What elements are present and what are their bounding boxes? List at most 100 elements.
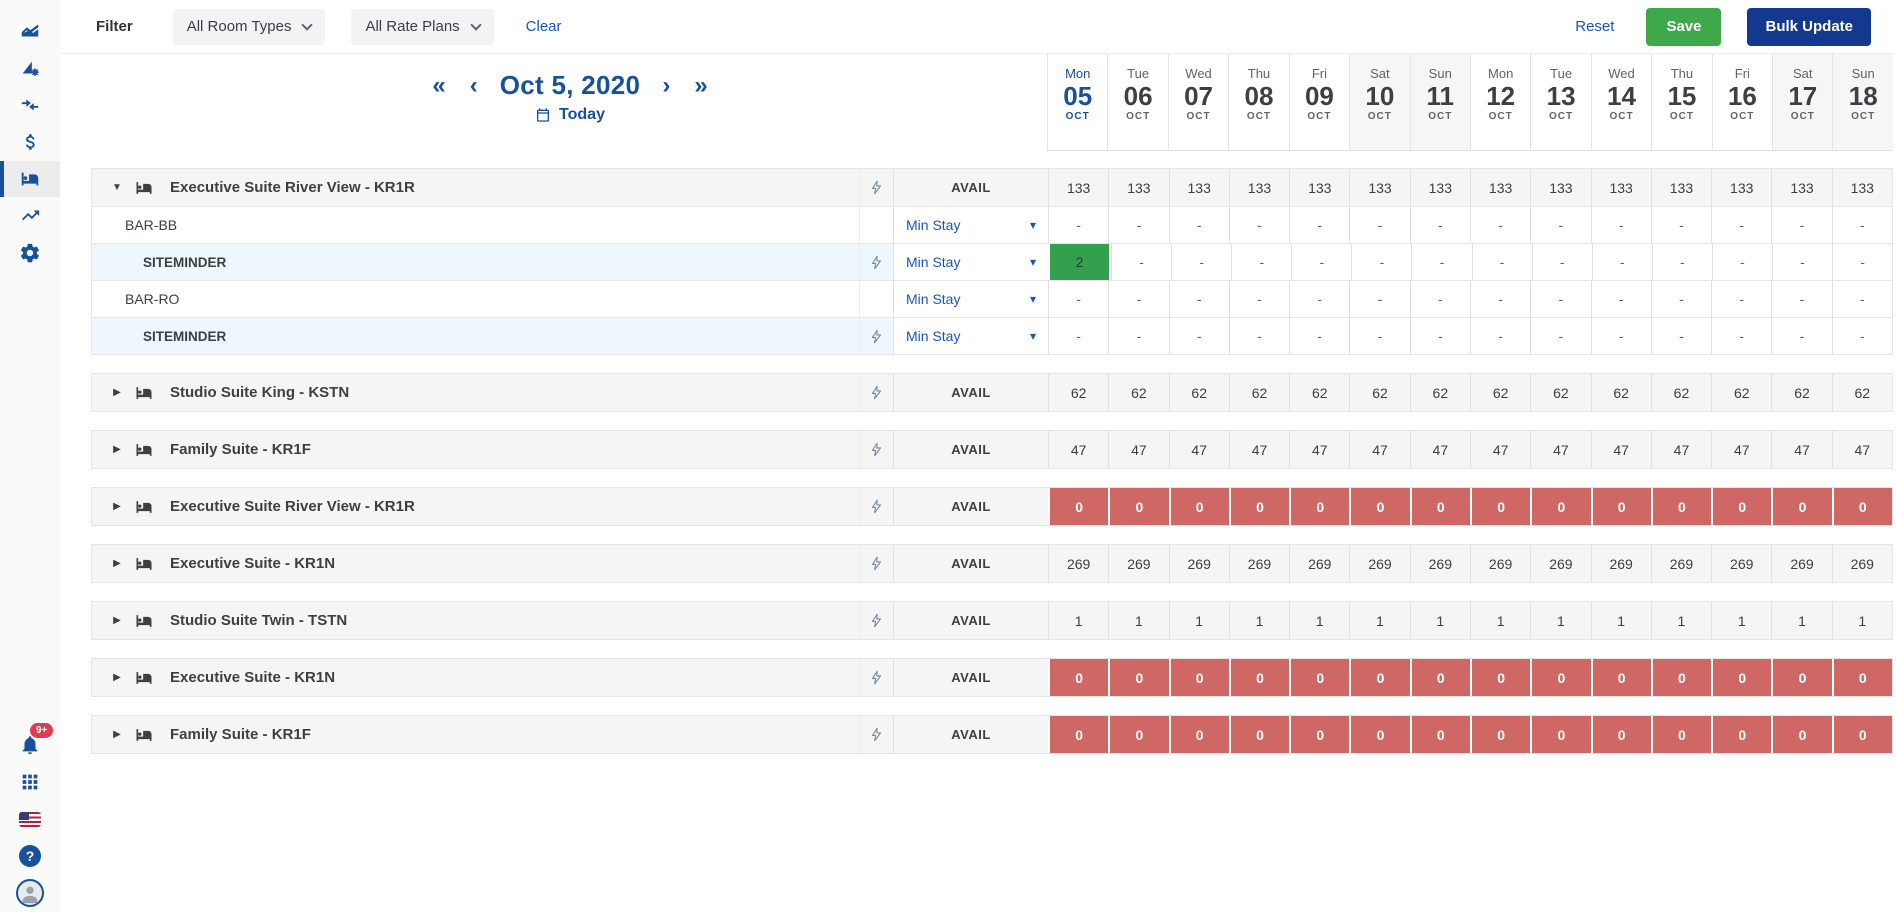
grid-cell[interactable]: - [1108, 281, 1168, 317]
avail-cell[interactable]: 133 [1108, 169, 1168, 206]
avail-cell[interactable]: 0 [1650, 488, 1712, 525]
avail-cell[interactable]: 47 [1711, 431, 1771, 468]
avail-cell[interactable]: 0 [1771, 659, 1832, 696]
grid-cell[interactable]: - [1771, 244, 1832, 280]
expand-caret-icon[interactable]: ▶ [113, 672, 121, 683]
grid-cell[interactable]: - [1409, 207, 1470, 243]
sidebar-item-apps[interactable] [0, 764, 60, 800]
grid-cell[interactable]: - [1289, 207, 1349, 243]
avail-cell[interactable]: 47 [1289, 431, 1349, 468]
min-stay-select[interactable]: Min Stay ▾ [893, 207, 1048, 243]
avail-cell[interactable]: 0 [1650, 659, 1712, 696]
avail-cell[interactable]: 0 [1831, 659, 1892, 696]
sidebar-item-trends[interactable] [0, 198, 60, 234]
avail-cell[interactable]: 0 [1469, 659, 1531, 696]
grid-cell[interactable]: - [1530, 207, 1590, 243]
grid-cell[interactable]: - [1289, 281, 1349, 317]
grid-cell[interactable]: - [1349, 318, 1409, 354]
expand-caret-icon[interactable]: ▼ [112, 182, 122, 193]
avail-cell[interactable]: 133 [1168, 169, 1229, 206]
avail-cell[interactable]: 269 [1590, 545, 1651, 582]
avail-cell[interactable]: 1 [1771, 602, 1831, 639]
avail-cell[interactable]: 47 [1108, 431, 1168, 468]
avail-cell[interactable]: 62 [1108, 374, 1168, 411]
avail-cell[interactable]: 0 [1711, 659, 1772, 696]
grid-cell[interactable]: - [1048, 207, 1108, 243]
grid-cell[interactable]: - [1711, 244, 1772, 280]
prev-week-button[interactable]: « [432, 71, 446, 99]
min-stay-select[interactable]: Min Stay ▾ [893, 244, 1048, 280]
expand-caret-icon[interactable]: ▶ [113, 558, 121, 569]
avail-cell[interactable]: 269 [1349, 545, 1409, 582]
avail-cell[interactable]: 0 [1711, 716, 1772, 753]
avail-cell[interactable]: 0 [1590, 488, 1651, 525]
avail-cell[interactable]: 1 [1711, 602, 1771, 639]
clear-button[interactable]: Clear [520, 17, 568, 36]
grid-cell[interactable]: - [1289, 318, 1349, 354]
avail-cell[interactable]: 133 [1711, 169, 1771, 206]
grid-cell[interactable]: - [1651, 244, 1712, 280]
avail-cell[interactable]: 1 [1409, 602, 1470, 639]
avail-cell[interactable]: 133 [1831, 169, 1892, 206]
avail-cell[interactable]: 269 [1469, 545, 1530, 582]
expand-caret-icon[interactable]: ▶ [113, 444, 121, 455]
grid-cell[interactable]: 2 [1048, 244, 1112, 280]
grid-cell[interactable]: - [1228, 281, 1289, 317]
avail-cell[interactable]: 0 [1831, 716, 1892, 753]
avail-cell[interactable]: 133 [1349, 169, 1409, 206]
next-week-button[interactable]: » [694, 71, 708, 99]
grid-cell[interactable]: - [1048, 318, 1108, 354]
avail-cell[interactable]: 133 [1228, 169, 1289, 206]
sidebar-item-transfers[interactable] [0, 87, 60, 123]
avail-cell[interactable]: 0 [1771, 716, 1832, 753]
reset-button[interactable]: Reset [1569, 17, 1620, 36]
avail-cell[interactable]: 47 [1530, 431, 1590, 468]
grid-cell[interactable]: - [1471, 244, 1532, 280]
avail-cell[interactable]: 1 [1228, 602, 1289, 639]
min-stay-select[interactable]: Min Stay ▾ [893, 281, 1048, 317]
avail-cell[interactable]: 0 [1409, 659, 1470, 696]
avail-cell[interactable]: 0 [1048, 716, 1109, 753]
avail-cell[interactable]: 47 [1831, 431, 1892, 468]
avail-cell[interactable]: 0 [1349, 716, 1410, 753]
avail-cell[interactable]: 47 [1228, 431, 1289, 468]
avail-cell[interactable]: 0 [1108, 659, 1169, 696]
avail-cell[interactable]: 1 [1349, 602, 1409, 639]
grid-cell[interactable]: - [1711, 281, 1771, 317]
avail-cell[interactable]: 62 [1168, 374, 1229, 411]
room-group-row[interactable]: ▼ Executive Suite River View - KR1R AVAIL 1… [92, 169, 1892, 206]
avail-cell[interactable]: 0 [1530, 659, 1591, 696]
grid-cell[interactable]: - [1530, 318, 1590, 354]
room-group-row[interactable]: ▶ Executive Suite - KR1N AVAIL 269 269 269 269… [92, 545, 1892, 582]
avail-cell[interactable]: 62 [1650, 374, 1711, 411]
avail-cell[interactable]: 133 [1650, 169, 1711, 206]
avail-cell[interactable]: 47 [1048, 431, 1108, 468]
sidebar-item-language[interactable] [0, 801, 60, 837]
avail-cell[interactable]: 1 [1650, 602, 1711, 639]
grid-cell[interactable]: - [1832, 244, 1892, 280]
sidebar-item-notifications[interactable]: 9+ [0, 723, 60, 763]
grid-cell[interactable]: - [1650, 207, 1711, 243]
grid-cell[interactable]: - [1349, 281, 1409, 317]
avail-cell[interactable]: 0 [1711, 488, 1772, 525]
avail-cell[interactable]: 0 [1590, 659, 1651, 696]
avail-cell[interactable]: 133 [1530, 169, 1590, 206]
grid-cell[interactable]: - [1171, 244, 1231, 280]
grid-cell[interactable]: - [1831, 318, 1892, 354]
grid-cell[interactable]: - [1530, 281, 1590, 317]
avail-cell[interactable]: 0 [1108, 488, 1169, 525]
avail-cell[interactable]: 47 [1590, 431, 1651, 468]
grid-cell[interactable]: - [1831, 281, 1892, 317]
sidebar-item-profile[interactable] [0, 875, 60, 911]
today-button[interactable]: Today [420, 106, 720, 124]
avail-cell[interactable]: 0 [1409, 716, 1470, 753]
avail-cell[interactable]: 1 [1108, 602, 1168, 639]
grid-cell[interactable]: - [1108, 207, 1168, 243]
grid-cell[interactable]: - [1409, 318, 1470, 354]
avail-cell[interactable]: 0 [1831, 488, 1892, 525]
avail-cell[interactable]: 62 [1048, 374, 1108, 411]
avail-cell[interactable]: 0 [1168, 488, 1229, 525]
expand-caret-icon[interactable]: ▶ [113, 387, 121, 398]
room-group-row[interactable]: ▶ Studio Suite King - KSTN AVAIL 62 62 62 62 62… [92, 374, 1892, 411]
avail-cell[interactable]: 1 [1048, 602, 1108, 639]
